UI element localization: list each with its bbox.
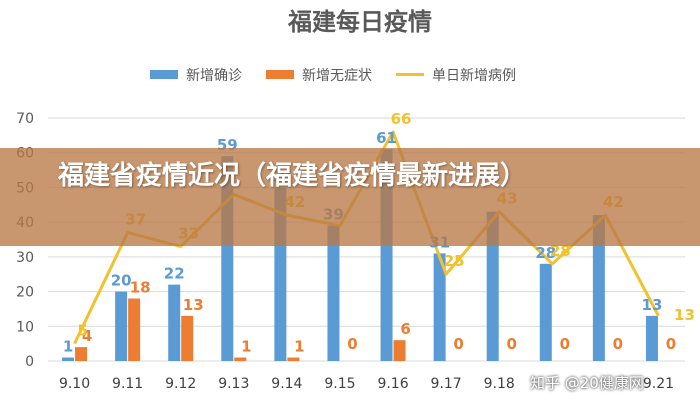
x-tick-label: 9.21	[643, 376, 674, 392]
bar-value-label: 61	[376, 129, 397, 147]
bar	[592, 215, 605, 361]
watermark: 知乎 @20健康网	[530, 374, 644, 392]
line-value-label: 25	[444, 252, 465, 270]
bar-value-label: 13	[183, 296, 204, 314]
legend-label: 新增确诊	[186, 68, 242, 84]
bar-value-label: 1	[63, 338, 73, 356]
line-value-label: 13	[674, 306, 695, 324]
y-tick-label: 70	[16, 111, 34, 127]
bar-value-label: 13	[642, 296, 663, 314]
x-tick-label: 9.14	[271, 376, 302, 392]
x-tick-label: 9.18	[484, 376, 515, 392]
legend-label: 新增无症状	[302, 68, 372, 84]
y-tick-label: 0	[25, 354, 34, 370]
bar	[645, 315, 658, 361]
bar	[433, 253, 446, 361]
x-tick-label: 9.15	[324, 376, 355, 392]
headline-banner: 福建省疫情近况（福建省疫情最新进展）	[0, 148, 700, 246]
x-tick-label: 9.10	[59, 376, 90, 392]
bar-value-label: 20	[111, 272, 132, 290]
bar-value-label: 28	[535, 244, 556, 262]
bar	[115, 291, 128, 361]
bar	[128, 298, 141, 361]
bar-value-label: 0	[453, 335, 463, 353]
bar-value-label: 4	[82, 327, 92, 345]
y-tick-label: 20	[16, 285, 34, 301]
bar-value-label: 0	[666, 335, 676, 353]
x-axis: 9.10 9.11 9.12 9.13 9.14 9.15 9.16 9.17 9.18 9.21	[59, 376, 674, 392]
bar-value-label: 22	[164, 265, 185, 283]
bar	[327, 225, 340, 361]
x-tick-label: 9.11	[112, 376, 143, 392]
legend-swatch	[266, 70, 294, 79]
headline-text: 福建省疫情近况（福建省疫情最新进展）	[58, 161, 527, 191]
chart-title: 福建每日疫情	[287, 8, 432, 36]
x-tick-label: 9.16	[377, 376, 408, 392]
x-tick-label: 9.17	[431, 376, 462, 392]
bar	[486, 211, 499, 361]
bar-value-label: 1	[241, 338, 251, 356]
bar	[62, 357, 75, 361]
bar-value-label: 0	[560, 335, 570, 353]
bar	[168, 284, 181, 361]
line-value-label: 5	[77, 322, 87, 340]
line-value-label: 28	[550, 242, 571, 260]
bar-value-label: 18	[130, 279, 151, 297]
x-tick-label: 9.12	[165, 376, 196, 392]
line-value-label: 66	[391, 110, 412, 128]
bar	[181, 315, 194, 361]
legend-label: 单日新增病例	[432, 68, 516, 84]
bar	[539, 263, 552, 361]
bar-value-label: 0	[613, 335, 623, 353]
legend-swatch	[150, 70, 178, 79]
bar-value-label: 0	[506, 335, 516, 353]
y-tick-label: 10	[16, 319, 34, 335]
y-tick-label: 30	[16, 250, 34, 266]
bar	[287, 357, 300, 361]
bar-value-label: 6	[400, 320, 410, 338]
x-tick-label: 9.13	[218, 376, 249, 392]
bar	[75, 347, 88, 361]
chart-legend: 新增确诊 新增无症状 单日新增病例	[150, 68, 516, 84]
bar	[393, 340, 406, 361]
bar	[234, 357, 247, 361]
bar-value-label: 1	[294, 338, 304, 356]
bar-value-label: 0	[347, 335, 357, 353]
